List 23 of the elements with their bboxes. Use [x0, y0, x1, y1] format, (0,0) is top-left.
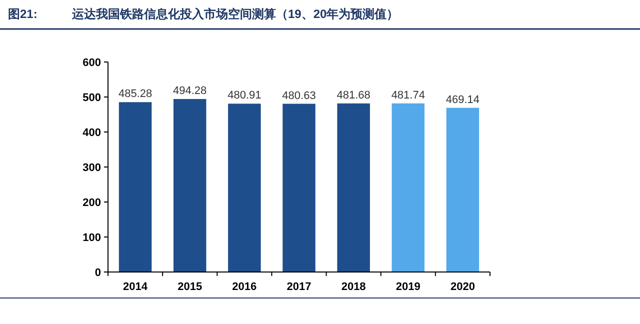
ytick: 100 — [82, 232, 101, 244]
xtick: 2015 — [178, 281, 202, 293]
ytick: 300 — [82, 162, 101, 174]
xtick: 2020 — [450, 281, 475, 293]
subtitle: 运达我国铁路信息化投入市场空间测算（19、20年为预测值） — [72, 7, 399, 21]
xtick: 2017 — [286, 281, 312, 293]
ytick: 200 — [82, 197, 101, 209]
xtick: 2014 — [123, 281, 148, 293]
ytick: 500 — [82, 92, 101, 104]
data-label: 481.68 — [336, 89, 370, 102]
data-label: 480.63 — [282, 90, 316, 102]
data-label: 485.28 — [118, 88, 152, 100]
xtick: 2018 — [341, 281, 366, 293]
title: 图21: — [8, 7, 38, 21]
data-label: 469.14 — [446, 94, 480, 106]
data-label: 480.91 — [228, 90, 262, 102]
data-label: 481.74 — [391, 89, 425, 102]
ytick: 600 — [82, 57, 101, 69]
xtick: 2016 — [232, 281, 257, 293]
ytick: 0 — [94, 267, 101, 279]
xtick: 2019 — [396, 281, 420, 293]
data-label: 494.28 — [173, 85, 207, 97]
ytick: 400 — [82, 127, 101, 139]
